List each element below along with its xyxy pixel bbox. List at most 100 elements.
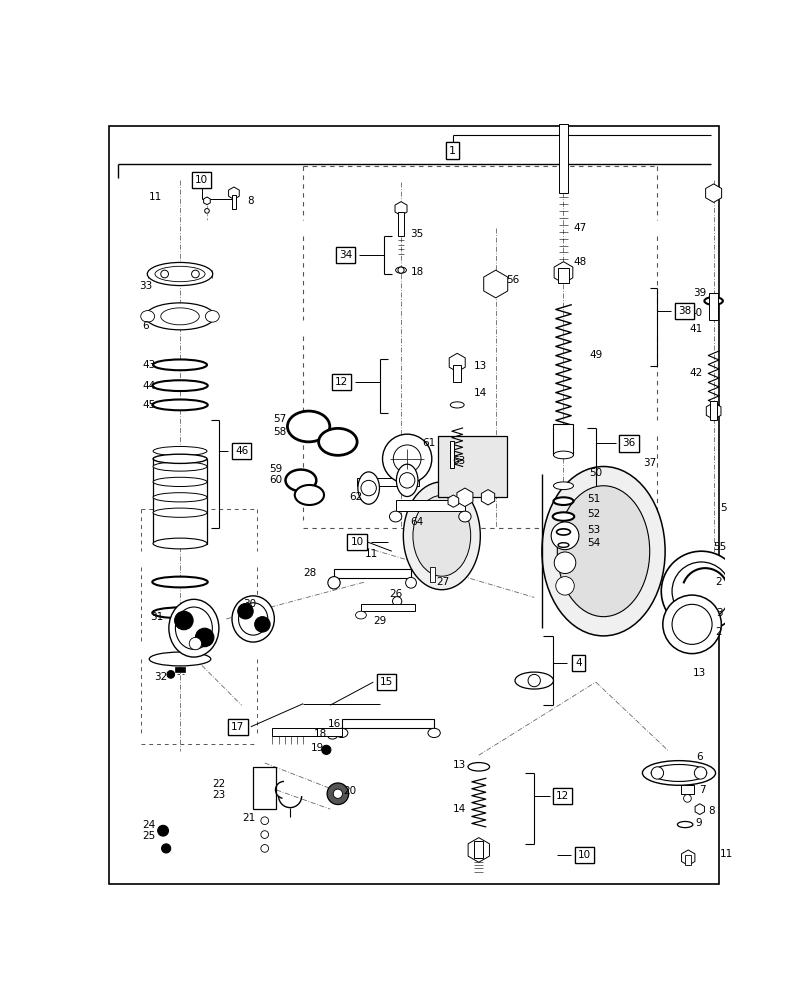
Text: 1: 1	[450, 150, 457, 160]
Ellipse shape	[175, 607, 213, 649]
Polygon shape	[484, 270, 507, 298]
Text: 15: 15	[380, 677, 393, 687]
Polygon shape	[449, 353, 465, 372]
Bar	[680, 785, 694, 794]
Ellipse shape	[153, 359, 207, 370]
Text: 48: 48	[574, 257, 587, 267]
Text: 44: 44	[142, 381, 156, 391]
Ellipse shape	[295, 485, 324, 505]
Ellipse shape	[356, 611, 366, 619]
Text: 52: 52	[587, 509, 601, 519]
Polygon shape	[448, 495, 459, 507]
Text: 2: 2	[716, 577, 722, 587]
Text: 27: 27	[437, 577, 450, 587]
Circle shape	[554, 552, 576, 574]
Circle shape	[175, 611, 193, 630]
Bar	[748, 503, 772, 509]
Text: 19: 19	[310, 743, 324, 753]
Circle shape	[196, 628, 214, 647]
Circle shape	[744, 508, 752, 516]
Ellipse shape	[558, 543, 569, 547]
Text: 50: 50	[589, 468, 603, 478]
Text: 34: 34	[339, 250, 352, 260]
Text: 10: 10	[351, 537, 364, 547]
Ellipse shape	[141, 311, 154, 322]
Text: 42: 42	[689, 368, 702, 378]
Ellipse shape	[335, 728, 348, 738]
Circle shape	[528, 674, 541, 687]
Ellipse shape	[553, 512, 574, 521]
Text: 56: 56	[506, 275, 520, 285]
Circle shape	[672, 604, 712, 644]
Circle shape	[393, 597, 402, 606]
Text: 33: 33	[139, 281, 152, 291]
Bar	[334, 569, 411, 578]
Ellipse shape	[553, 482, 574, 490]
Ellipse shape	[413, 495, 471, 576]
Polygon shape	[482, 490, 494, 505]
Text: 8: 8	[708, 806, 714, 816]
Text: 46: 46	[235, 446, 248, 456]
Ellipse shape	[553, 497, 574, 505]
Polygon shape	[468, 838, 490, 862]
Text: 24: 24	[142, 820, 156, 830]
Ellipse shape	[553, 451, 574, 459]
Polygon shape	[682, 850, 695, 865]
Ellipse shape	[147, 262, 213, 286]
Text: 18: 18	[410, 267, 424, 277]
Bar	[453, 365, 461, 382]
Bar	[398, 212, 404, 235]
Ellipse shape	[396, 267, 406, 273]
Text: 10: 10	[578, 850, 591, 860]
Circle shape	[162, 844, 170, 853]
Text: 31: 31	[150, 612, 163, 622]
Text: 37: 37	[643, 458, 656, 468]
Text: 6: 6	[696, 752, 703, 762]
Text: 4: 4	[575, 658, 583, 668]
Ellipse shape	[153, 454, 207, 463]
Ellipse shape	[651, 764, 707, 781]
Text: 12: 12	[556, 791, 570, 801]
Bar	[553, 424, 574, 455]
Circle shape	[255, 617, 270, 632]
Ellipse shape	[152, 380, 208, 391]
Polygon shape	[705, 184, 722, 202]
Text: 39: 39	[693, 288, 706, 298]
Text: 9: 9	[695, 818, 701, 828]
Text: 45: 45	[142, 400, 156, 410]
Ellipse shape	[328, 733, 337, 739]
Text: 36: 36	[622, 438, 636, 448]
Text: 35: 35	[410, 229, 424, 239]
Text: 2: 2	[716, 627, 722, 637]
Bar	[685, 855, 692, 865]
Text: 49: 49	[589, 350, 603, 360]
Bar	[431, 567, 435, 582]
Ellipse shape	[558, 486, 650, 617]
Circle shape	[161, 270, 169, 278]
Ellipse shape	[468, 763, 490, 771]
Circle shape	[398, 267, 404, 273]
Bar	[746, 539, 768, 545]
Text: 29: 29	[373, 615, 387, 626]
Ellipse shape	[288, 411, 330, 442]
Ellipse shape	[152, 577, 208, 587]
Circle shape	[167, 671, 175, 678]
Circle shape	[333, 789, 343, 798]
Text: 1: 1	[449, 146, 456, 156]
Ellipse shape	[169, 599, 219, 657]
Text: 32: 32	[154, 672, 167, 682]
Circle shape	[191, 270, 200, 278]
Bar	[342, 719, 434, 728]
Text: 14: 14	[453, 804, 466, 814]
Ellipse shape	[428, 728, 440, 738]
Circle shape	[238, 604, 253, 619]
Ellipse shape	[358, 472, 380, 504]
Bar	[153, 459, 207, 544]
Ellipse shape	[232, 596, 275, 642]
Text: 23: 23	[212, 790, 225, 800]
Circle shape	[261, 817, 268, 825]
Bar	[709, 401, 718, 420]
Polygon shape	[695, 804, 705, 815]
Circle shape	[684, 795, 692, 802]
Text: 12: 12	[335, 377, 348, 387]
